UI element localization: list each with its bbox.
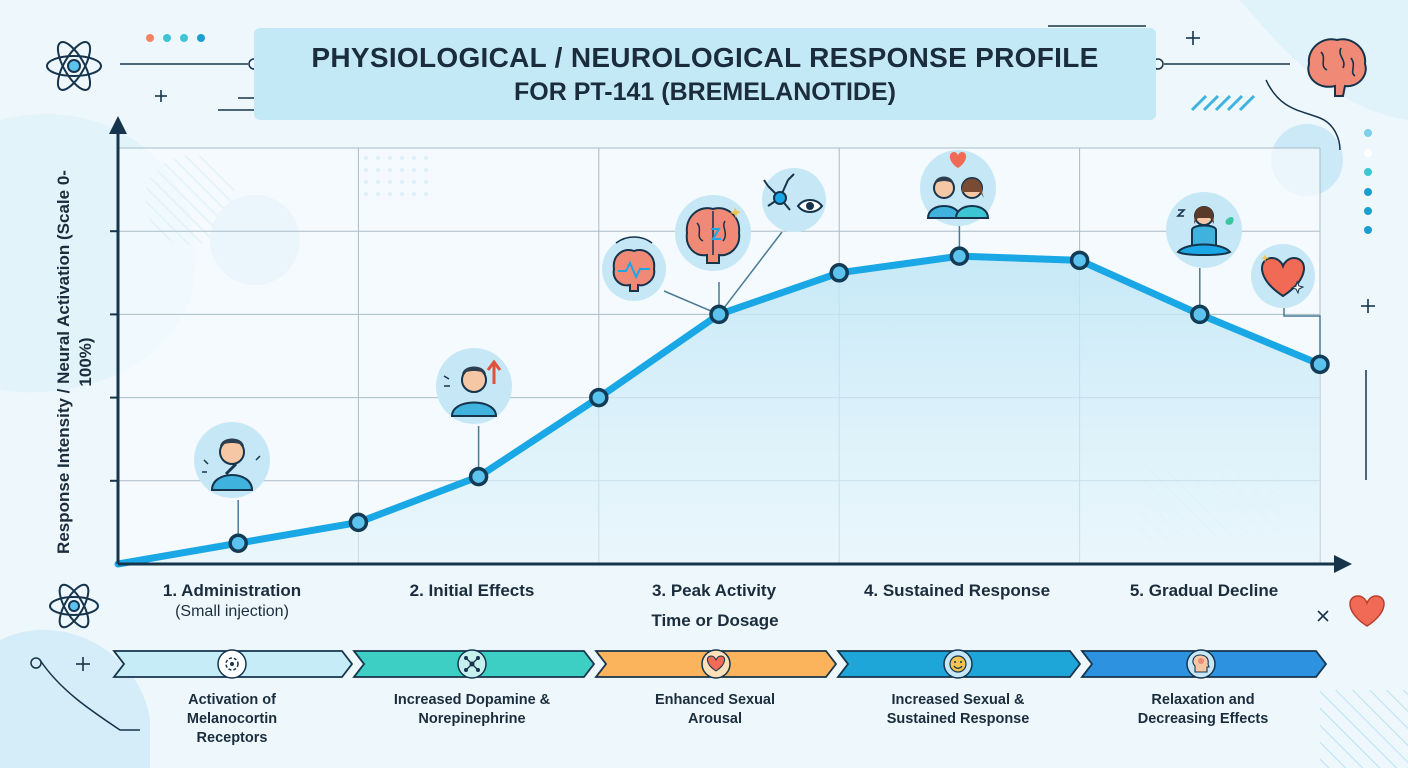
data-point: [829, 263, 849, 283]
data-point: [589, 387, 609, 408]
data-points: [228, 246, 1330, 553]
stage-label-4: Increased Sexual & Sustained Response: [886, 692, 1030, 727]
connector-line: [663, 290, 720, 316]
stage-label-1: Activation of Melanocortin Receptors: [186, 692, 278, 746]
data-point: [949, 246, 970, 266]
brain-signal-icon: [602, 236, 666, 301]
brain-lightning-icon: [675, 195, 751, 271]
atom-icon-bottom: [49, 583, 99, 629]
stage-label-3: Enhanced Sexual Arousal: [654, 692, 776, 727]
atom-icon: [46, 41, 102, 91]
neuron-eye-icon: [762, 168, 826, 232]
phase-label-4: 4. Sustained Response: [863, 581, 1051, 600]
connector-line: [1283, 308, 1321, 361]
data-point: [228, 533, 248, 553]
data-point: [348, 512, 369, 533]
x-axis-arrow: [1334, 555, 1352, 573]
data-point: [1069, 250, 1090, 271]
connector-line: [718, 231, 783, 315]
title-banner: PHYSIOLOGICAL / NEUROLOGICAL RESPONSE PR…: [254, 28, 1156, 120]
couple-heart-icon: [920, 150, 996, 226]
brain-icon: [1307, 38, 1367, 97]
person-injection-icon: [194, 422, 270, 498]
x-axis-label: Time or Dosage: [651, 611, 779, 630]
axes: [109, 116, 1352, 573]
data-point: [1310, 354, 1330, 375]
heart-icon-corner: [1349, 595, 1385, 627]
phase-label-3: 3. Peak Activity: [651, 581, 777, 600]
y-axis-arrow: [109, 116, 127, 134]
data-point: [468, 466, 489, 487]
area-fill: [118, 256, 1320, 564]
phase-label-2: 2. Initial Effects: [409, 581, 535, 600]
stage-label-2: Increased Dopamine & Norepinephrine: [393, 692, 551, 727]
data-point: [1190, 304, 1210, 325]
data-point: [709, 304, 729, 325]
meditation-icon: [1166, 192, 1242, 268]
person-alert-icon: [436, 348, 512, 424]
phase-label-5: 5. Gradual Decline: [1129, 581, 1279, 600]
phase-sublabel-1: (Small injection): [175, 603, 289, 620]
page-title: PHYSIOLOGICAL / NEUROLOGICAL RESPONSE PR…: [311, 42, 1099, 73]
phase-label-1: 1. Administration: [162, 581, 302, 600]
heart-sparkle-icon: [1251, 244, 1315, 308]
page-subtitle: FOR PT-141 (BREMELANOTIDE): [514, 78, 896, 106]
stage-label-5: Relaxation and Decreasing Effects: [1137, 692, 1269, 727]
